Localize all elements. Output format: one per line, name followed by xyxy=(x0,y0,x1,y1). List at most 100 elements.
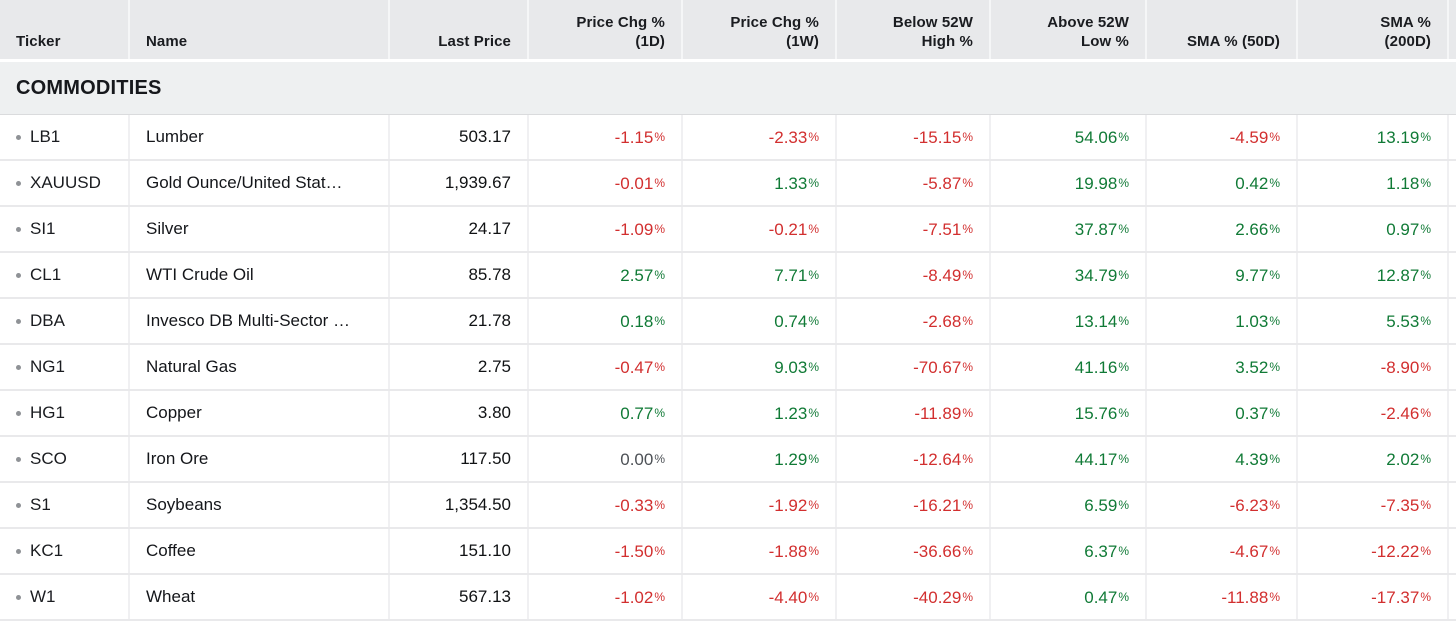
cell-name: Lumber xyxy=(128,115,388,159)
table-row[interactable]: XAUUSD Gold Ounce/United Stat… 1,939.67 -0.… xyxy=(0,161,1456,207)
column-header-below_high[interactable]: Below 52W High % xyxy=(835,0,989,59)
percent-value: -8.49 xyxy=(922,265,962,285)
column-header-label: Name xyxy=(146,33,188,50)
percent-value: 0.00 xyxy=(620,449,654,469)
percent-sign: % xyxy=(962,452,973,466)
percent-sign: % xyxy=(1269,222,1280,236)
instrument-name: WTI Crude Oil xyxy=(146,265,254,284)
table-row[interactable]: HG1 Copper 3.80 0.77% 1.23% -11.89% 15.76% 0.37… xyxy=(0,391,1456,437)
percent-value: -0.21 xyxy=(768,219,808,239)
cell-sma200: 0.97% xyxy=(1296,207,1447,251)
column-header-label: SMA % (200D) xyxy=(1380,14,1431,50)
percent-value: -1.88 xyxy=(768,541,808,561)
column-header-ticker[interactable]: Ticker xyxy=(0,0,128,59)
percent-value: 3.52 xyxy=(1235,357,1269,377)
instrument-name: Natural Gas xyxy=(146,357,237,376)
percent-sign: % xyxy=(1420,176,1431,190)
percent-sign: % xyxy=(808,176,819,190)
cell-below-high: -16.21% xyxy=(835,483,989,527)
column-header-above_low[interactable]: Above 52W Low % xyxy=(989,0,1145,59)
ticker-symbol: LB1 xyxy=(30,127,61,146)
percent-value: -12.22 xyxy=(1371,541,1420,561)
percent-value: -70.67 xyxy=(913,357,962,377)
percent-sign: % xyxy=(1269,130,1280,144)
cell-name: Gold Ounce/United Stat… xyxy=(128,161,388,205)
ticker-symbol: DBA xyxy=(30,311,65,330)
cell-sma200: -7.35% xyxy=(1296,483,1447,527)
cell-name: Invesco DB Multi-Sector … xyxy=(128,299,388,343)
table-row[interactable]: S1 Soybeans 1,354.50 -0.33% -1.92% -16.21% 6.5… xyxy=(0,483,1456,529)
percent-value: -7.51 xyxy=(922,219,962,239)
table-body: LB1 Lumber 503.17 -1.15% -2.33% -15.15% 54.06%… xyxy=(0,115,1456,621)
cell-below-high: -7.51% xyxy=(835,207,989,251)
column-header-name[interactable]: Name xyxy=(128,0,388,59)
cell-chg-1w: -1.92% xyxy=(681,483,835,527)
cell-sma50: -4.59% xyxy=(1145,115,1296,159)
cell-sma200: 12.87% xyxy=(1296,253,1447,297)
percent-value: 1.29 xyxy=(774,449,808,469)
percent-value: 0.97 xyxy=(1386,219,1420,239)
instrument-name: Soybeans xyxy=(146,495,222,514)
percent-value: -6.23 xyxy=(1229,495,1269,515)
table-row[interactable]: CL1 WTI Crude Oil 85.78 2.57% 7.71% -8.49% 34.… xyxy=(0,253,1456,299)
percent-value: 44.17 xyxy=(1074,449,1118,469)
percent-sign: % xyxy=(808,314,819,328)
percent-sign: % xyxy=(1420,590,1431,604)
percent-value: 54.06 xyxy=(1074,127,1118,147)
percent-value: 0.77 xyxy=(620,403,654,423)
instrument-name: Silver xyxy=(146,219,189,238)
column-header-chg_1w[interactable]: Price Chg % (1W) xyxy=(681,0,835,59)
percent-value: -4.59 xyxy=(1229,127,1269,147)
percent-value: 13.19 xyxy=(1376,127,1420,147)
percent-sign: % xyxy=(1118,360,1129,374)
cell-name: Wheat xyxy=(128,575,388,619)
percent-sign: % xyxy=(1420,406,1431,420)
table-row[interactable]: NG1 Natural Gas 2.75 -0.47% 9.03% -70.67% 41.1… xyxy=(0,345,1456,391)
instrument-name: Wheat xyxy=(146,587,196,606)
clipped-cell xyxy=(1447,437,1456,481)
column-header-last_price[interactable]: Last Price xyxy=(388,0,527,59)
percent-sign: % xyxy=(808,498,819,512)
table-row[interactable]: SI1 Silver 24.17 -1.09% -0.21% -7.51% 37.87% 2.… xyxy=(0,207,1456,253)
percent-value: 2.02 xyxy=(1386,449,1420,469)
table-row[interactable]: LB1 Lumber 503.17 -1.15% -2.33% -15.15% 54.06%… xyxy=(0,115,1456,161)
percent-value: 2.57 xyxy=(620,265,654,285)
cell-ticker: SI1 xyxy=(0,207,128,251)
cell-below-high: -11.89% xyxy=(835,391,989,435)
cell-sma50: -11.88% xyxy=(1145,575,1296,619)
cell-chg-1w: -2.33% xyxy=(681,115,835,159)
cell-chg-1w: -1.88% xyxy=(681,529,835,573)
clipped-column-header xyxy=(1447,0,1456,59)
ticker-symbol: SI1 xyxy=(30,219,56,238)
section-row-commodities[interactable]: COMMODITIES xyxy=(0,62,1456,115)
percent-value: 5.53 xyxy=(1386,311,1420,331)
clipped-cell xyxy=(1447,299,1456,343)
cell-sma50: -6.23% xyxy=(1145,483,1296,527)
cell-chg-1d: 0.00% xyxy=(527,437,681,481)
cell-name: Iron Ore xyxy=(128,437,388,481)
table-row[interactable]: DBA Invesco DB Multi-Sector … 21.78 0.18% 0.… xyxy=(0,299,1456,345)
percent-value: 1.18 xyxy=(1386,173,1420,193)
percent-sign: % xyxy=(1118,544,1129,558)
clipped-cell xyxy=(1447,161,1456,205)
percent-value: 41.16 xyxy=(1074,357,1118,377)
column-header-chg_1d[interactable]: Price Chg % (1D) xyxy=(527,0,681,59)
table-row[interactable]: SCO Iron Ore 117.50 0.00% 1.29% -12.64% 44.17%… xyxy=(0,437,1456,483)
percent-value: -0.01 xyxy=(614,173,654,193)
instrument-name: Coffee xyxy=(146,541,196,560)
percent-sign: % xyxy=(654,498,665,512)
table-row[interactable]: KC1 Coffee 151.10 -1.50% -1.88% -36.66% 6.37% -… xyxy=(0,529,1456,575)
instrument-name: Iron Ore xyxy=(146,449,209,468)
cell-below-high: -36.66% xyxy=(835,529,989,573)
ticker-symbol: XAUUSD xyxy=(30,173,101,192)
percent-value: 15.76 xyxy=(1074,403,1118,423)
column-header-label: Below 52W High % xyxy=(892,14,973,50)
ticker-bullet-icon xyxy=(16,594,21,600)
cell-ticker: HG1 xyxy=(0,391,128,435)
column-header-sma50[interactable]: SMA % (50D) xyxy=(1145,0,1296,59)
table-row[interactable]: W1 Wheat 567.13 -1.02% -4.40% -40.29% 0.47% -11… xyxy=(0,575,1456,621)
percent-value: -0.47 xyxy=(614,357,654,377)
percent-sign: % xyxy=(654,406,665,420)
column-header-sma200[interactable]: SMA % (200D) xyxy=(1296,0,1447,59)
percent-value: 12.87 xyxy=(1376,265,1420,285)
